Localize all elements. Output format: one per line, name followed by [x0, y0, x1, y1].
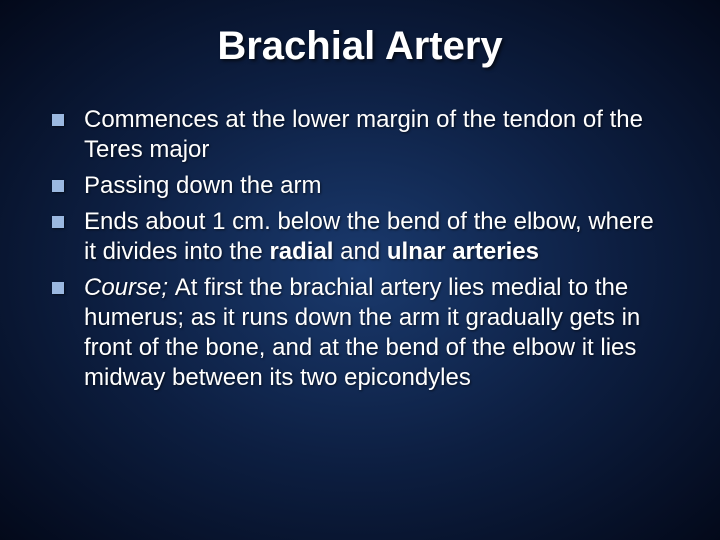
text-run: Passing down the arm: [84, 172, 321, 199]
bullet-text: Ends about 1 cm. below the bend of the e…: [84, 207, 672, 267]
slide: Brachial Artery Commences at the lower m…: [0, 0, 720, 540]
text-run: ulnar arteries: [387, 238, 539, 265]
bullet-text: Course; At first the brachial artery lie…: [84, 273, 672, 393]
text-run: Course;: [84, 274, 175, 301]
bullet-marker-icon: [52, 180, 64, 192]
text-run: Commences at the lower margin of the ten…: [84, 106, 643, 163]
slide-title: Brachial Artery: [48, 24, 672, 69]
bullet-text: Commences at the lower margin of the ten…: [84, 105, 672, 165]
bullet-marker-icon: [52, 114, 64, 126]
text-run: and: [340, 238, 387, 265]
bullet-item: Ends about 1 cm. below the bend of the e…: [52, 207, 672, 267]
bullet-item: Course; At first the brachial artery lie…: [52, 273, 672, 393]
bullet-marker-icon: [52, 216, 64, 228]
bullet-item: Commences at the lower margin of the ten…: [52, 105, 672, 165]
bullet-text: Passing down the arm: [84, 171, 672, 201]
bullet-list: Commences at the lower margin of the ten…: [48, 105, 672, 393]
text-run: radial: [269, 238, 340, 265]
bullet-marker-icon: [52, 282, 64, 294]
bullet-item: Passing down the arm: [52, 171, 672, 201]
